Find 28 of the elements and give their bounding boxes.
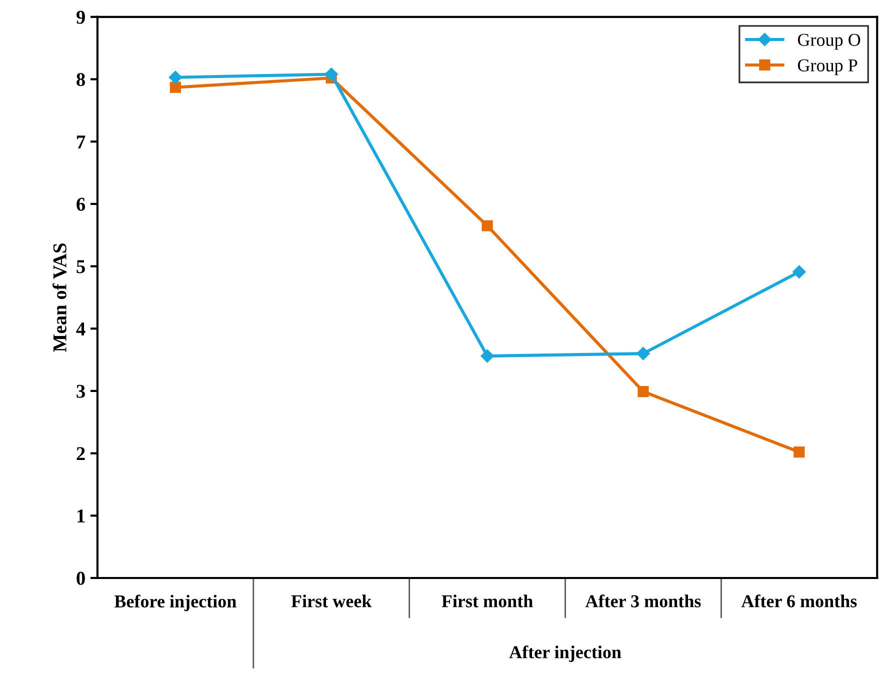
x-tick-label: First month	[442, 594, 533, 608]
x-tick-label: After 6 months	[741, 594, 857, 608]
point	[792, 265, 806, 278]
y-axis-title: Mean of VAS	[52, 244, 67, 352]
text: After injection	[509, 645, 622, 662]
y-tick-label: 5	[76, 260, 85, 274]
legend-label: Group P	[798, 59, 858, 76]
legend-label: Group O	[798, 34, 860, 50]
point	[324, 68, 338, 81]
x-tick-label: Before injection	[114, 594, 236, 612]
y-tick-label: 8	[76, 73, 86, 86]
point	[636, 346, 650, 360]
point	[480, 349, 494, 363]
point	[794, 446, 805, 458]
y-tick-label: 2	[76, 447, 85, 460]
y-tick-label: 0	[76, 572, 85, 585]
x-tick-label: After 3 months	[585, 594, 701, 608]
point	[482, 220, 493, 232]
point	[638, 386, 649, 398]
y-tick-label: 4	[76, 322, 86, 336]
y-tick-label: 7	[77, 136, 86, 148]
point	[170, 82, 181, 93]
y-tick-label: 6	[76, 198, 86, 211]
x-tick-label: First week	[291, 594, 372, 608]
point	[168, 70, 182, 84]
y-tick-label: 1	[77, 510, 85, 522]
y-tick-label: 3	[76, 384, 85, 398]
y-tick-label: 9	[76, 10, 85, 24]
